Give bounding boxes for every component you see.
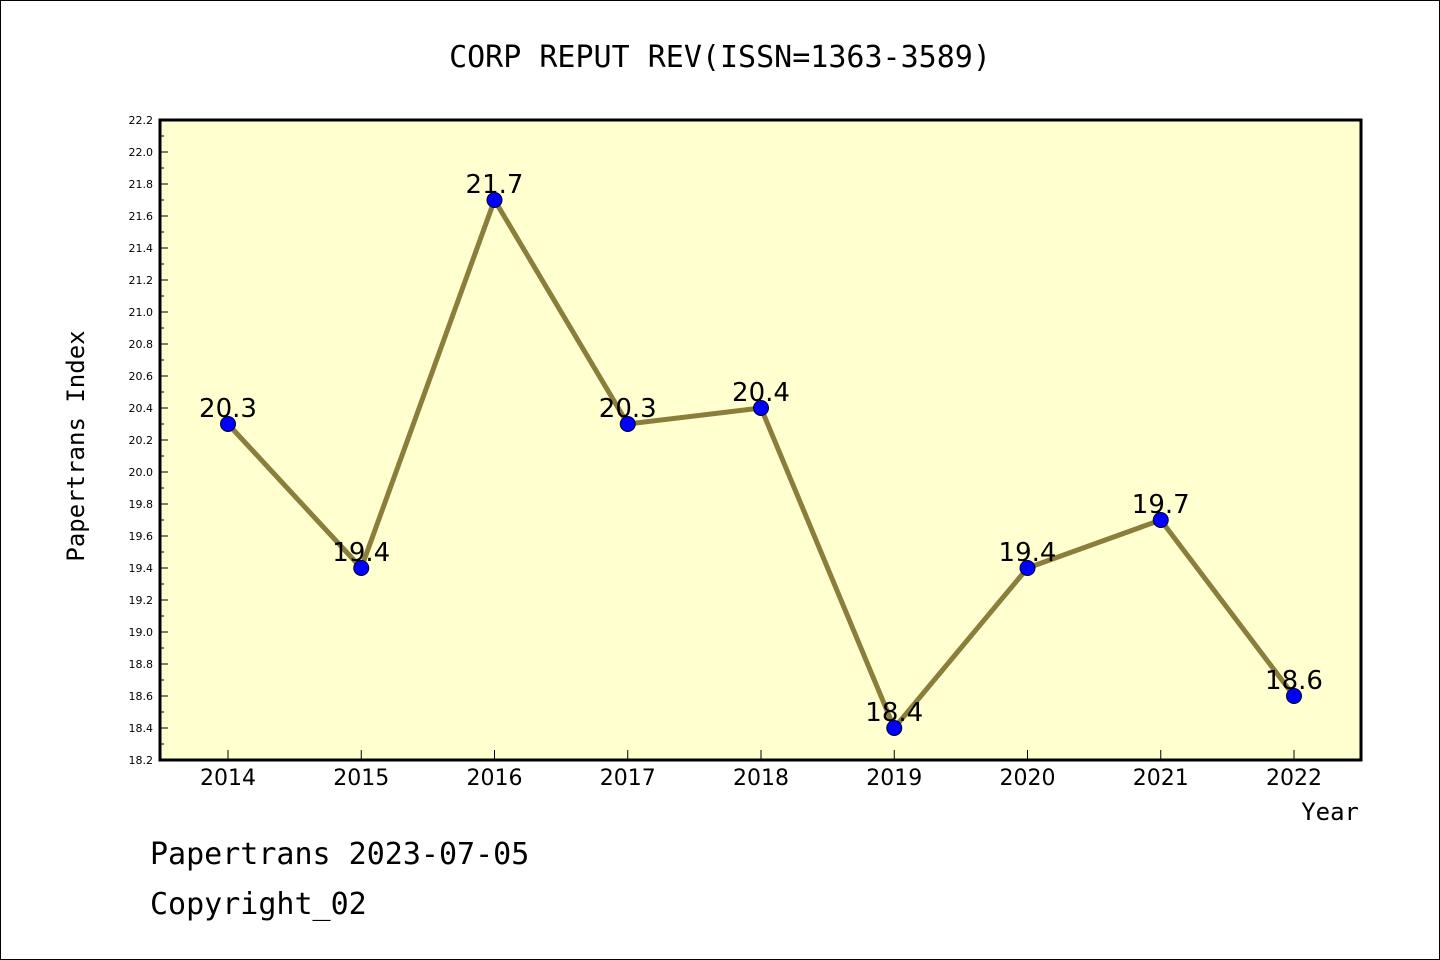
- y-tick-label: 21.8: [129, 178, 154, 191]
- y-tick-label: 20.6: [129, 370, 154, 383]
- x-tick-label: 2022: [1266, 766, 1322, 791]
- y-tick-label: 19.8: [129, 498, 154, 511]
- x-tick-label: 2018: [733, 766, 789, 791]
- y-tick-label: 19.0: [129, 626, 154, 639]
- data-label: 18.6: [1265, 666, 1323, 696]
- data-point: [886, 720, 903, 736]
- data-label: 20.3: [599, 394, 657, 424]
- data-label: 18.4: [865, 698, 923, 728]
- data-point: [220, 416, 236, 432]
- y-tick-label: 18.2: [129, 754, 154, 767]
- data-point: [353, 560, 370, 576]
- data-point: [1152, 512, 1169, 528]
- y-tick-label: 19.4: [129, 562, 154, 575]
- data-point: [753, 400, 769, 416]
- x-tick-label: 2017: [600, 766, 656, 791]
- footer-copyright: Copyright_02: [150, 887, 367, 922]
- data-label: 19.7: [1132, 490, 1190, 520]
- data-point: [619, 416, 636, 432]
- footer-date: Papertrans 2023-07-05: [150, 837, 529, 872]
- data-point: [1019, 560, 1036, 576]
- plot-area: [158, 118, 1363, 762]
- y-tick-label: 20.0: [129, 466, 154, 479]
- y-tick-label: 22.2: [129, 114, 154, 127]
- x-tick-label: 2014: [200, 766, 256, 791]
- x-axis: 2014 2015 2016 2017 2018 2019 2020 2021 2022: [200, 750, 1322, 791]
- y-tick-label: 20.2: [129, 434, 154, 447]
- y-axis-label: Papertrans Index: [62, 330, 90, 561]
- y-tick-label: 21.6: [129, 210, 154, 223]
- y-tick-label: 20.4: [129, 402, 154, 415]
- x-tick-label: 2020: [1000, 766, 1056, 791]
- y-tick-label: 18.4: [129, 722, 154, 735]
- chart-title: CORP REPUT REV(ISSN=1363-3589): [449, 40, 991, 75]
- y-tick-label: 19.6: [129, 530, 154, 543]
- x-axis-label: Year: [1301, 798, 1359, 826]
- data-point: [1286, 688, 1302, 704]
- y-tick-label: 19.2: [129, 594, 154, 607]
- series-markers: [220, 192, 1302, 736]
- y-axis: 18.2 18.4 18.6 18.8 19.0 19.2 19.4 19.6 19.8 20.0…: [129, 114, 168, 767]
- y-tick-label: 21.2: [129, 274, 154, 287]
- y-tick-label: 18.8: [129, 658, 154, 671]
- data-label: 20.4: [732, 378, 790, 408]
- y-tick-label: 22.0: [129, 146, 154, 159]
- y-tick-label: 20.8: [129, 338, 154, 351]
- y-tick-label: 21.0: [129, 306, 154, 319]
- data-point: [486, 192, 503, 208]
- data-label: 19.4: [999, 538, 1057, 568]
- y-tick-label: 21.4: [129, 242, 154, 255]
- y-tick-label: 18.6: [129, 690, 154, 703]
- x-tick-label: 2016: [467, 766, 523, 791]
- data-labels: 20.3 19.4 21.7 20.3 20.4 18.4 19.4 19.7 18.6: [199, 170, 1323, 728]
- data-label: 19.4: [332, 538, 390, 568]
- data-label: 21.7: [466, 170, 524, 200]
- x-tick-label: 2019: [866, 766, 922, 791]
- data-label: 20.3: [199, 394, 257, 424]
- x-tick-label: 2015: [333, 766, 389, 791]
- x-tick-label: 2021: [1133, 766, 1189, 791]
